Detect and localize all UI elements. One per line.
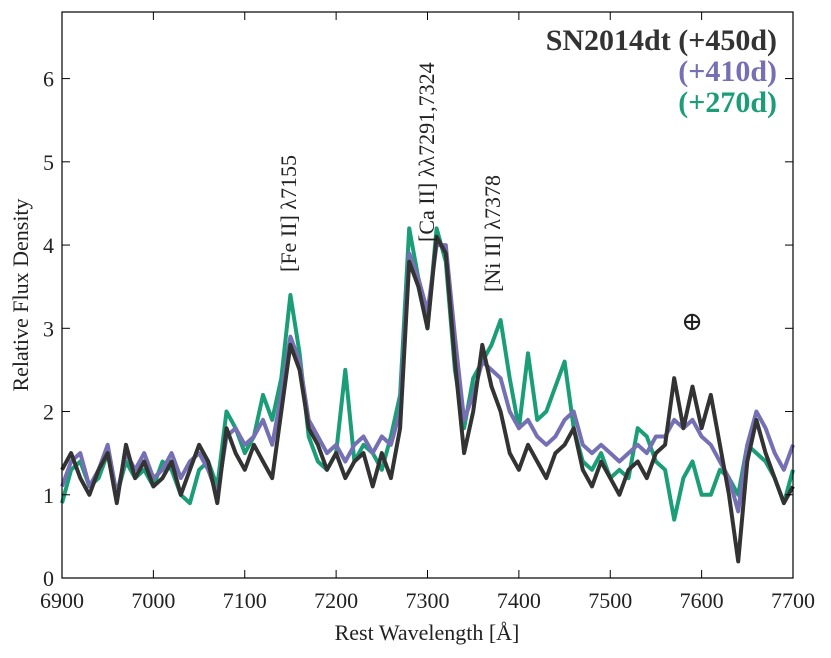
x-tick-label: 7600 <box>680 588 724 613</box>
x-tick-label: 7700 <box>771 588 815 613</box>
spectrum-line <box>60 226 795 522</box>
x-tick-label: 7200 <box>314 588 358 613</box>
y-tick-label: 4 <box>43 233 54 258</box>
legend-entry: (+270d) <box>678 86 777 119</box>
legend-entry: SN2014dt (+450d) <box>546 24 777 57</box>
x-tick-label: 7000 <box>131 588 175 613</box>
spectrum-line <box>60 234 795 564</box>
line-annotation: [Ni II] λ7378 <box>480 175 505 292</box>
line-annotation: [Fe II] λ7155 <box>276 155 301 272</box>
x-axis-label: Rest Wavelength [Å] <box>335 620 520 645</box>
x-tick-label: 7300 <box>406 588 450 613</box>
line-annotation: [Ca II] λλ7291,7324 <box>414 62 439 242</box>
y-tick-label: 0 <box>43 566 54 591</box>
x-tick-label: 7400 <box>497 588 541 613</box>
y-tick-label: 3 <box>43 316 54 341</box>
y-axis-label: Relative Flux Density <box>8 198 33 391</box>
y-tick-label: 2 <box>43 400 54 425</box>
y-tick-label: 1 <box>43 483 54 508</box>
x-tick-label: 7100 <box>223 588 267 613</box>
y-tick-label: 5 <box>43 150 54 175</box>
x-tick-label: 7500 <box>588 588 632 613</box>
x-tick-label: 6900 <box>40 588 84 613</box>
telluric-annotation: ⊕ <box>681 307 703 336</box>
y-tick-label: 6 <box>43 67 54 92</box>
legend-entry: (+410d) <box>678 55 777 88</box>
